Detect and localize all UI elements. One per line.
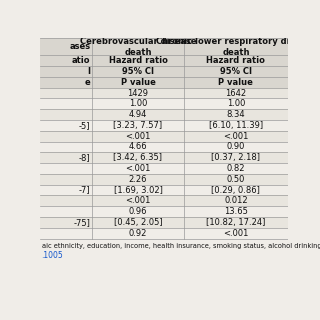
Text: Hazard ratio: Hazard ratio bbox=[108, 56, 167, 65]
Bar bbox=[40, 99, 288, 109]
Text: <.001: <.001 bbox=[223, 132, 249, 141]
Bar bbox=[40, 120, 288, 131]
Text: [10.82, 17.24]: [10.82, 17.24] bbox=[206, 218, 266, 227]
Text: [0.29, 0.86]: [0.29, 0.86] bbox=[212, 186, 260, 195]
Bar bbox=[40, 217, 288, 228]
Text: e: e bbox=[85, 78, 91, 87]
Text: [3.42, 6.35]: [3.42, 6.35] bbox=[114, 153, 163, 162]
Text: 1429: 1429 bbox=[127, 89, 148, 98]
Text: 0.82: 0.82 bbox=[227, 164, 245, 173]
Text: <.001: <.001 bbox=[125, 196, 151, 205]
Text: -7]: -7] bbox=[79, 186, 91, 195]
Text: [0.37, 2.18]: [0.37, 2.18] bbox=[212, 153, 260, 162]
Text: P value: P value bbox=[121, 78, 156, 87]
Text: I: I bbox=[88, 67, 91, 76]
Text: <.001: <.001 bbox=[223, 229, 249, 238]
Bar bbox=[40, 228, 288, 239]
Text: <.001: <.001 bbox=[125, 164, 151, 173]
Text: 1642: 1642 bbox=[225, 89, 246, 98]
Text: 0.90: 0.90 bbox=[227, 142, 245, 151]
Text: 4.66: 4.66 bbox=[129, 142, 147, 151]
Bar bbox=[40, 152, 288, 163]
Text: P value: P value bbox=[219, 78, 253, 87]
Text: -5]: -5] bbox=[79, 121, 91, 130]
Bar bbox=[40, 196, 288, 206]
Bar bbox=[40, 55, 288, 66]
Text: 4.94: 4.94 bbox=[129, 110, 147, 119]
Text: 95% CI: 95% CI bbox=[122, 67, 154, 76]
Bar bbox=[40, 66, 288, 77]
Text: 0.92: 0.92 bbox=[129, 229, 147, 238]
Bar bbox=[40, 163, 288, 174]
Text: 0.012: 0.012 bbox=[224, 196, 248, 205]
Text: ases: ases bbox=[69, 42, 91, 52]
Bar bbox=[40, 38, 288, 55]
Text: atio: atio bbox=[72, 56, 91, 65]
Bar bbox=[40, 131, 288, 141]
Text: [1.69, 3.02]: [1.69, 3.02] bbox=[114, 186, 162, 195]
Bar bbox=[40, 174, 288, 185]
Text: Chronic lower respiratory disease
death: Chronic lower respiratory disease death bbox=[156, 37, 316, 57]
Text: 1.00: 1.00 bbox=[129, 99, 147, 108]
Text: [6.10, 11.39]: [6.10, 11.39] bbox=[209, 121, 263, 130]
Bar bbox=[40, 185, 288, 196]
Text: [3.23, 7.57]: [3.23, 7.57] bbox=[113, 121, 163, 130]
Bar bbox=[40, 239, 288, 262]
Text: <.001: <.001 bbox=[125, 132, 151, 141]
Bar bbox=[40, 206, 288, 217]
Text: Cerebrovascular disease
death: Cerebrovascular disease death bbox=[80, 37, 196, 57]
Text: 2.26: 2.26 bbox=[129, 175, 147, 184]
Text: .1005: .1005 bbox=[42, 251, 63, 260]
Text: 1.00: 1.00 bbox=[227, 99, 245, 108]
Text: -75]: -75] bbox=[74, 218, 91, 227]
Text: -8]: -8] bbox=[79, 153, 91, 162]
Text: aic ethnicity, education, income, health insurance, smoking status, alcohol drin: aic ethnicity, education, income, health… bbox=[42, 243, 320, 249]
Bar bbox=[40, 88, 288, 99]
Bar bbox=[40, 109, 288, 120]
Text: 0.96: 0.96 bbox=[129, 207, 147, 216]
Text: Hazard ratio: Hazard ratio bbox=[206, 56, 265, 65]
Bar bbox=[40, 141, 288, 152]
Text: 95% CI: 95% CI bbox=[220, 67, 252, 76]
Bar bbox=[40, 77, 288, 88]
Text: 0.50: 0.50 bbox=[227, 175, 245, 184]
Text: 8.34: 8.34 bbox=[227, 110, 245, 119]
Text: 13.65: 13.65 bbox=[224, 207, 248, 216]
Text: [0.45, 2.05]: [0.45, 2.05] bbox=[114, 218, 162, 227]
